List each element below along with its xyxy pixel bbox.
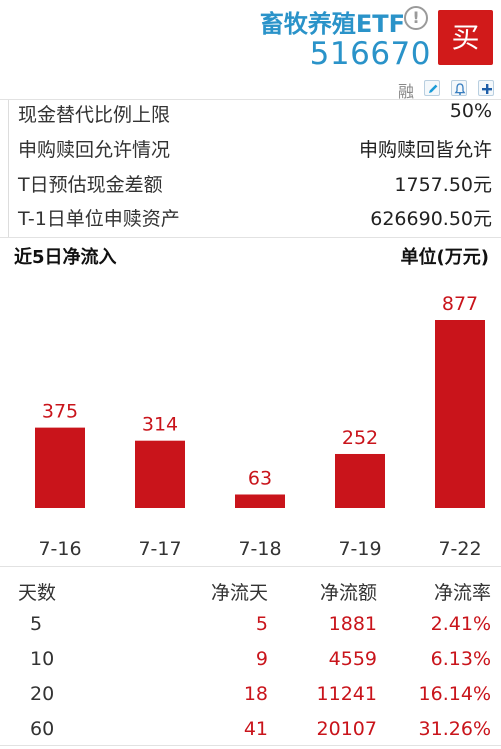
bar-value-label: 314 [142,414,178,436]
table-header-inflow-days: 净流天 [210,582,268,604]
info-label: T日预估现金差额 [18,174,163,196]
info-label: 申购赎回允许情况 [18,139,171,161]
cell-days: 60 [30,718,55,740]
info-value: 50% [449,100,492,122]
bar-value-label: 63 [248,467,272,489]
cell-rate: 6.13% [430,648,491,670]
cell-rate: 16.14% [418,683,491,705]
cell-days: 10 [30,648,55,670]
cell-amount: 20107 [316,718,377,740]
fund-code: 516670 [309,36,431,72]
bar-value-label: 375 [42,401,78,423]
x-tick-label: 7-17 [138,538,181,560]
table-header-rate: 净流率 [433,582,491,604]
cell-amount: 11241 [316,683,377,705]
cell-rate: 31.26% [418,718,491,740]
cell-amount: 4559 [328,648,377,670]
edit-icon[interactable] [424,80,440,96]
bottom-divider [0,745,501,746]
section-divider [0,237,501,238]
table-header-amount: 净流额 [319,582,377,604]
info-row-subscription: 申购赎回允许情况 申购赎回皆允许 [18,133,492,167]
bar-value-label: 877 [442,293,478,315]
bar-7-16 [35,427,85,508]
header-divider [0,99,501,100]
flow-title: 近5日净流入 [14,247,117,268]
add-watchlist-icon[interactable] [478,80,494,96]
fund-header: 畜牧养殖ETF ! 买 516670 融 [0,0,501,101]
bar-7-19 [335,453,385,508]
chart-divider [0,566,501,567]
cell-days: 5 [30,613,43,635]
flow-unit: 单位(万元) [400,247,489,268]
info-row-unit-assets: T-1日单位申赎资产 626690.50元 [18,202,492,236]
buy-button[interactable]: 买 [438,10,493,65]
fund-name: 畜牧养殖ETF [259,10,405,38]
x-tick-label: 7-16 [38,538,81,560]
x-tick-label: 7-22 [438,538,481,560]
cell-rate: 2.41% [430,613,491,635]
cell-inflow-days: 9 [255,648,268,670]
info-left-rule [8,100,9,238]
cell-inflow-days: 18 [243,683,268,705]
cell-days: 20 [30,683,55,705]
bar-7-18 [235,494,285,508]
info-value: 626690.50元 [370,208,492,230]
info-label: 现金替代比例上限 [18,104,171,126]
net-inflow-chart: 375 7-16 314 7-17 63 7-18 252 7-19 877 7-22 [35,293,485,560]
bell-icon[interactable] [451,80,467,96]
bar-7-17 [135,440,185,508]
cell-inflow-days: 5 [255,613,268,635]
bar-7-22 [435,320,485,508]
info-label: T-1日单位申赎资产 [18,208,180,230]
info-value: 申购赎回皆允许 [358,139,492,161]
info-value: 1757.50元 [394,174,492,196]
info-row-cash-diff: T日预估现金差额 1757.50元 [18,168,492,202]
x-tick-label: 7-18 [238,538,281,560]
info-row-cash-ratio: 现金替代比例上限 50% [18,98,492,132]
x-tick-label: 7-19 [338,538,381,560]
cell-amount: 1881 [328,613,377,635]
cell-inflow-days: 41 [243,718,268,740]
margin-trading-button[interactable]: 融 [398,82,415,101]
table-header-days: 天数 [18,582,57,604]
bar-value-label: 252 [342,427,378,449]
info-icon[interactable]: ! [404,6,428,30]
